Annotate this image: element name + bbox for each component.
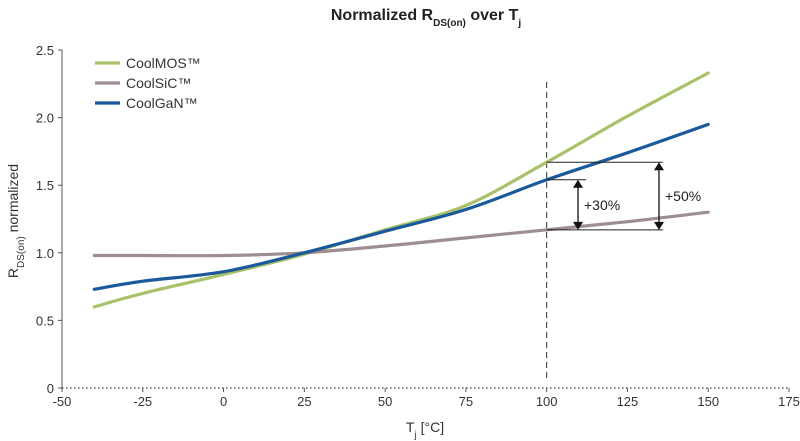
x-tick-label: -25 [133,394,152,409]
y-tick-label: 1.5 [36,178,54,193]
x-ticks: -50 -25 0 25 50 75 100 125 150 175 [53,388,800,409]
y-tick-label: 2.0 [36,111,54,126]
legend-label: CoolGaN™ [126,95,198,111]
x-tick-label: 75 [459,394,473,409]
x-tick-label: 25 [297,394,311,409]
annotation-label-50pct: +50% [665,188,701,204]
series-line-coolsic [92,210,710,258]
arrow-30pct-head-down [573,221,583,230]
y-ticks: 0 0.5 1.0 1.5 2.0 2.5 [36,43,62,396]
x-tick-label: 100 [536,394,558,409]
arrow-50pct-head-down [654,221,664,230]
series-line-coolgan [92,122,710,291]
arrow-30pct-head-up [573,179,583,188]
y-tick-label: 0 [47,381,54,396]
axes [61,50,789,389]
x-tick-label: 150 [697,394,719,409]
arrow-50pct-head-up [654,162,664,171]
svg-text:RDS(on) normalized: RDS(on) normalized [5,164,27,278]
x-tick-label: 175 [778,394,800,409]
legend-label: CoolMOS™ [126,55,201,71]
annotation-label-30pct: +30% [584,197,620,213]
x-tick-label: 125 [617,394,639,409]
legend: CoolMOS™ CoolSiC™ CoolGaN™ [95,55,201,111]
x-tick-label: -50 [53,394,72,409]
x-tick-label: 50 [378,394,392,409]
y-tick-label: 2.5 [36,43,54,58]
series-lines [92,71,710,309]
chart-title: Normalized RDS(on) over Tj [331,7,522,29]
y-axis-label: RDS(on) normalized [5,164,27,278]
legend-label: CoolSiC™ [126,75,191,91]
y-tick-label: 1.0 [36,246,54,261]
annotations: +30% +50% [546,161,701,231]
x-axis-label: Tj [°C] [406,419,444,441]
y-tick-label: 0.5 [36,313,54,328]
x-tick-label: 0 [220,394,227,409]
